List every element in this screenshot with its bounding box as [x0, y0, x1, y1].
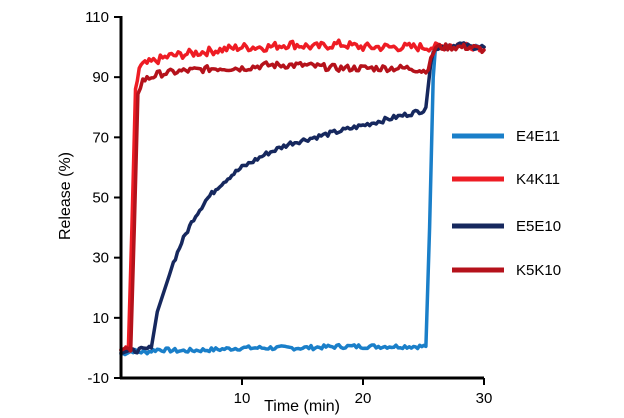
legend-label-e4e11: E4E11	[516, 128, 560, 145]
y-tick-label: 70	[92, 129, 109, 146]
x-tick-label: 30	[476, 390, 493, 407]
y-tick-label: 50	[92, 190, 109, 207]
y-tick-label: 110	[85, 9, 109, 26]
x-axis-title: Time (min)	[264, 398, 340, 415]
legend-label-k4k11: K4K11	[516, 171, 560, 188]
y-tick-label: 30	[92, 250, 109, 267]
y-tick-label: -10	[87, 370, 109, 387]
series-line-e5e10	[119, 41, 486, 355]
x-tick-label: 10	[234, 390, 251, 407]
legend-label-e5e10: E5E10	[516, 218, 561, 235]
x-tick-label: 20	[355, 390, 372, 407]
series-line-k4k11	[119, 38, 486, 354]
y-tick-label: 90	[92, 69, 109, 86]
series-layer	[119, 38, 486, 357]
legend: E4E11 K4K11 E5E10 K5K10	[452, 128, 561, 279]
legend-label-k5k10: K5K10	[516, 262, 561, 279]
y-axis-title: Release (%)	[57, 152, 74, 240]
series-line-k5k10	[119, 42, 486, 353]
axes: -10 10 30 50 70 90 110 10 20 30	[85, 9, 492, 407]
y-tick-label: 10	[92, 310, 109, 327]
series-line-e4e11	[119, 41, 486, 357]
